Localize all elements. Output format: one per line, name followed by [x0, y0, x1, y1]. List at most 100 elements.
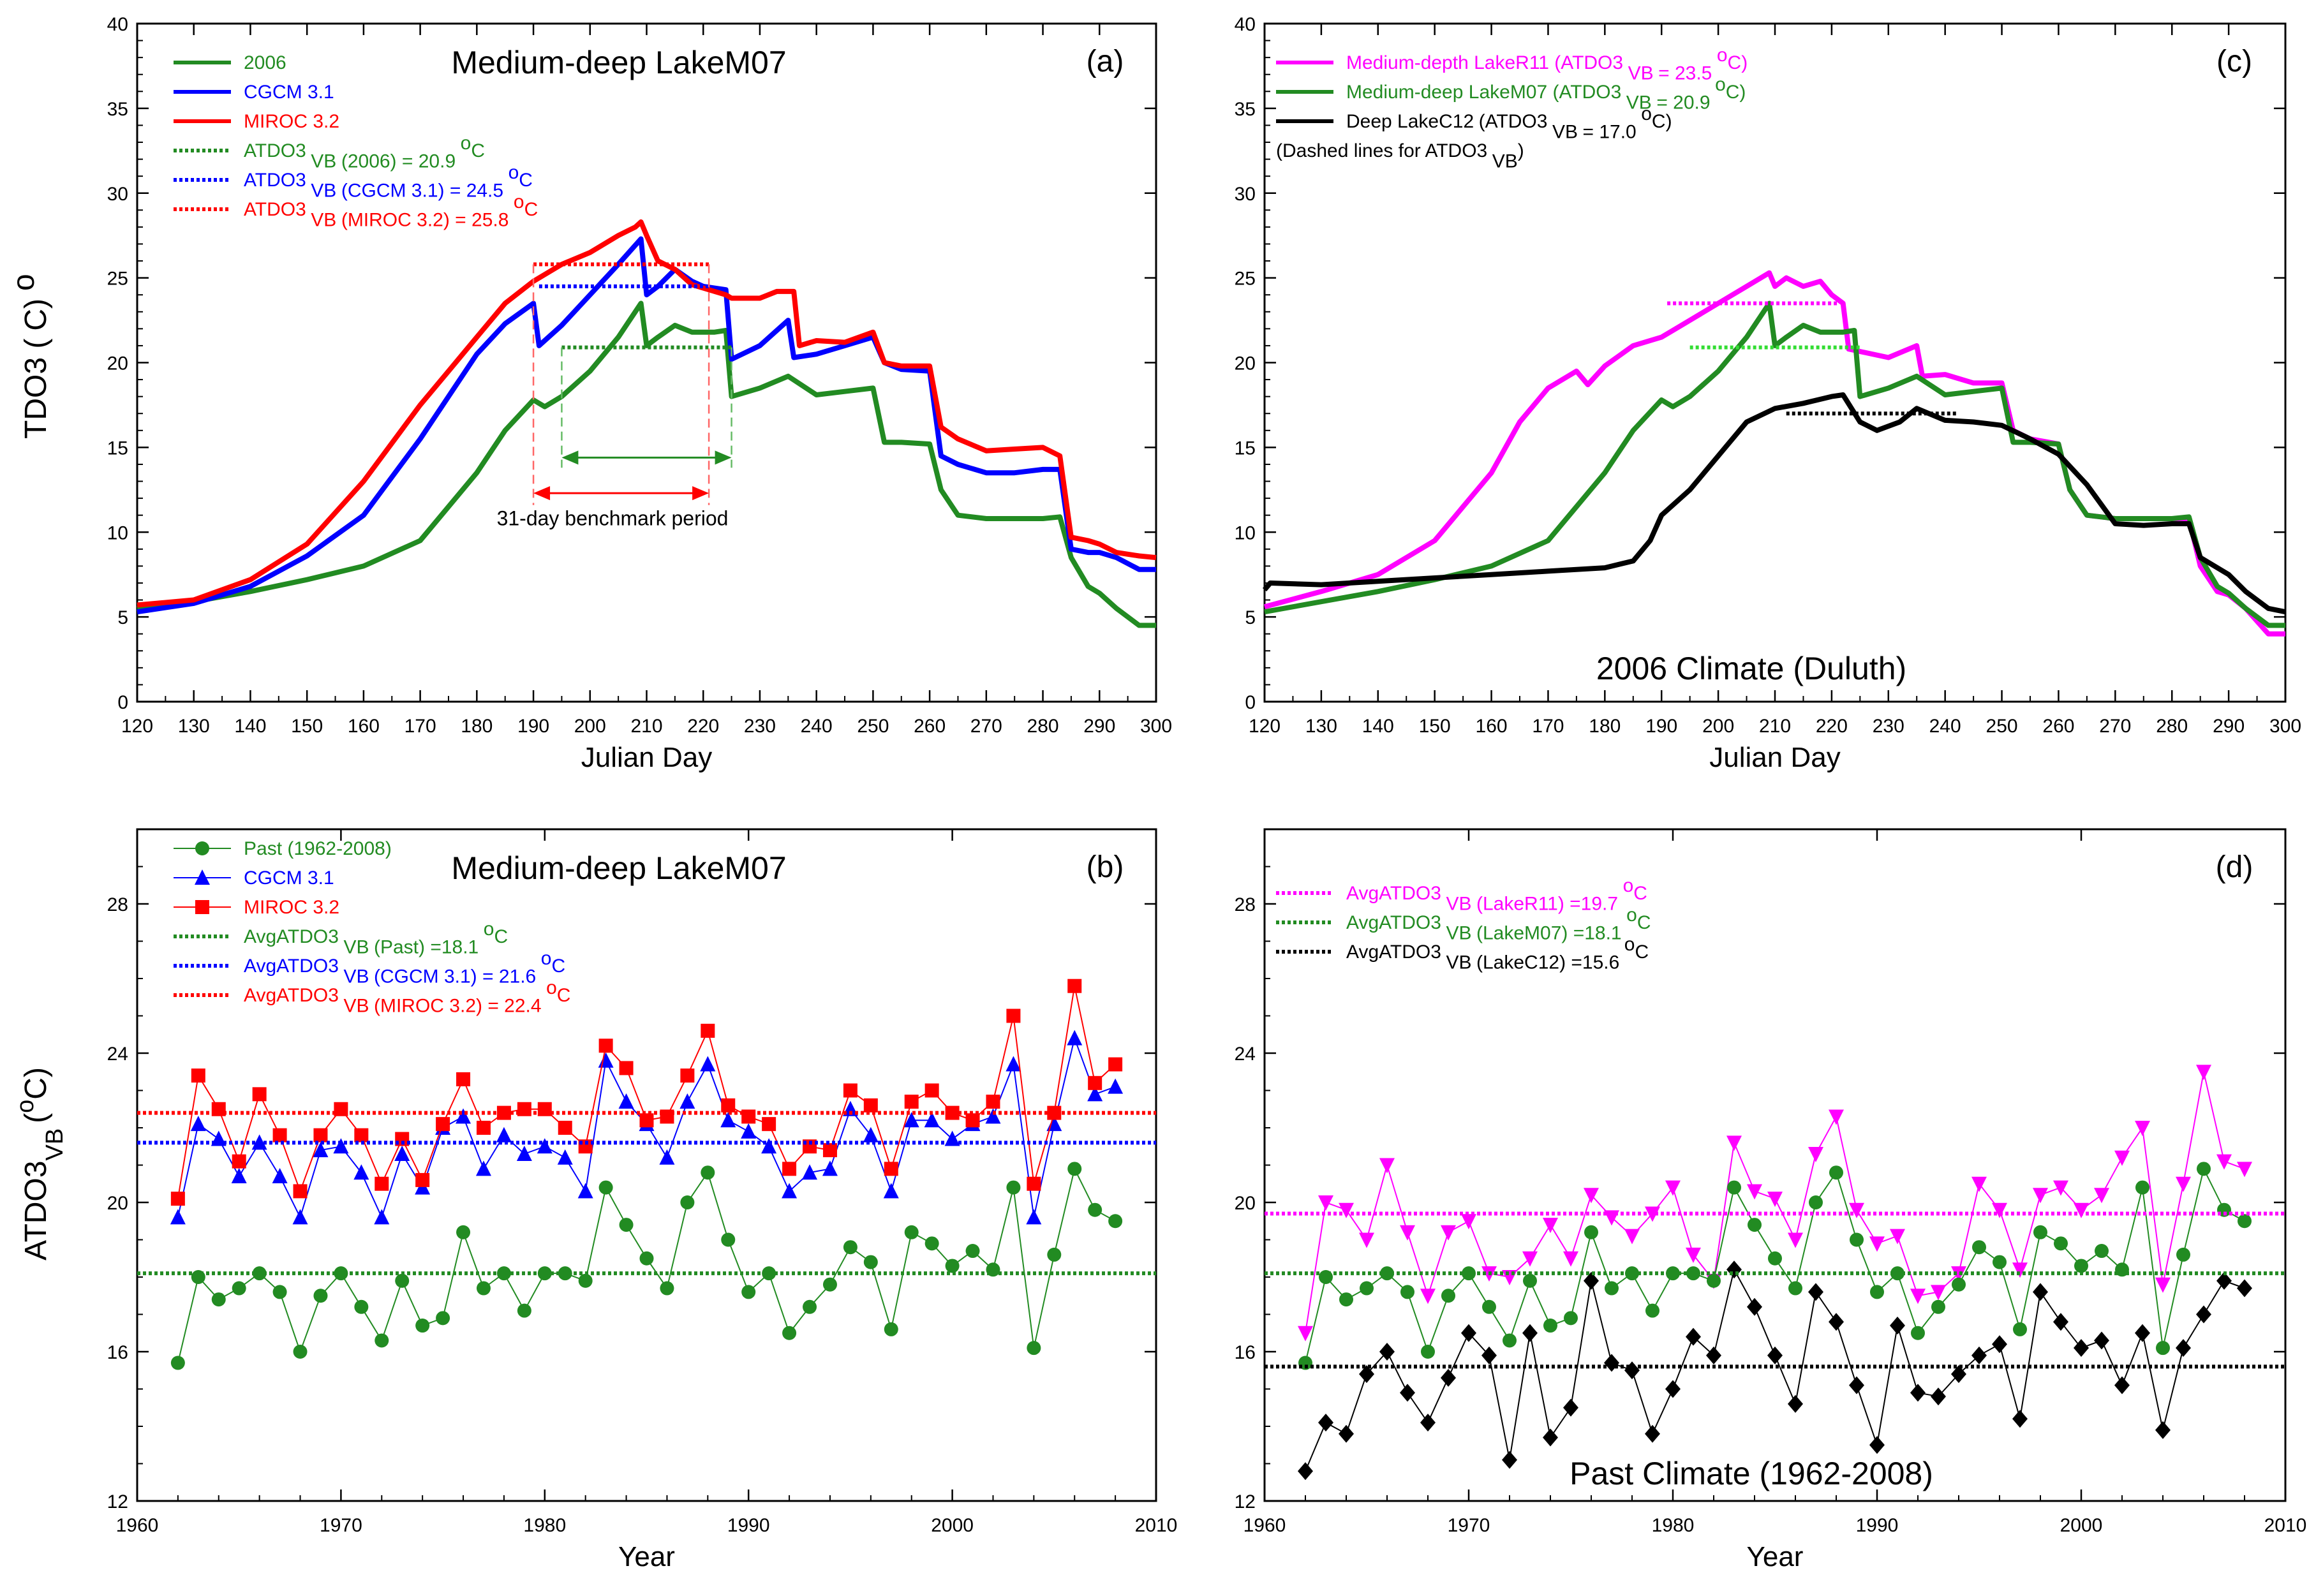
- x-tick-label: 1980: [523, 1515, 566, 1536]
- data-point-b-0: [496, 1266, 511, 1281]
- data-point-d-1: [1911, 1326, 1925, 1340]
- x-tick-label: 240: [1929, 716, 1961, 737]
- data-point-d-1: [1482, 1299, 1496, 1314]
- legend-label-d-main: AvgATDO3: [1346, 883, 1441, 904]
- data-point-b-0: [395, 1273, 410, 1288]
- x-tick-label: 1970: [1448, 1515, 1490, 1536]
- data-point-b-2: [313, 1128, 328, 1142]
- data-point-d-0: [1971, 1176, 1987, 1192]
- legend-label-a: ATDO3 VB (CGCM 3.1) = 24.5oC: [244, 162, 533, 202]
- y-tick-label: 15: [107, 438, 128, 459]
- y-tick-label: 16: [1235, 1342, 1256, 1363]
- x-tick-label: 160: [348, 716, 380, 737]
- data-point-b-1: [985, 1108, 1001, 1124]
- data-point-d-0: [1339, 1202, 1354, 1218]
- data-point-b-2: [191, 1068, 205, 1083]
- y-tick-label: 12: [107, 1491, 128, 1512]
- data-point-d-0: [1420, 1289, 1436, 1304]
- data-point-d-0: [1298, 1326, 1313, 1341]
- data-point-d-2: [2176, 1339, 2191, 1357]
- x-tick-label: 140: [1362, 716, 1394, 737]
- data-point-d-1: [1707, 1273, 1721, 1288]
- data-point-d-1: [1829, 1165, 1843, 1180]
- data-point-b-1: [1087, 1086, 1103, 1102]
- legend-label-b-sup: o: [541, 948, 552, 969]
- data-point-d-0: [1318, 1195, 1333, 1211]
- x-tick-label: 1980: [1652, 1515, 1695, 1536]
- y-tick-label: 16: [107, 1342, 128, 1363]
- legend-label-c-rest: = 17.0: [1582, 122, 1636, 143]
- legend-label-c: Medium-deep LakeM07 (ATDO3 VB = 20.9oC): [1346, 74, 1746, 114]
- data-point-d-2: [1971, 1346, 1987, 1364]
- x-axis-label-b: Year: [618, 1541, 675, 1572]
- x-tick-label: 270: [2099, 716, 2131, 737]
- legend-label-b-sub: VB: [343, 937, 369, 958]
- legend-label-d-unit: C: [1635, 942, 1649, 963]
- chart-title-d: Past Climate (1962-2008): [1570, 1456, 1933, 1491]
- x-tick-label: 260: [914, 716, 946, 737]
- y-tick-label: 25: [107, 269, 128, 290]
- arrowhead-red-left: [533, 486, 551, 501]
- data-point-b-0: [476, 1281, 491, 1296]
- x-axis-label-c: Julian Day: [1709, 742, 1840, 773]
- legend-label-c-sup: o: [1641, 103, 1652, 124]
- data-point-d-0: [2155, 1277, 2171, 1293]
- y-tick-label: 20: [107, 1193, 128, 1214]
- legend-label-a: ATDO3 VB (MIROC 3.2) = 25.8oC: [244, 191, 538, 231]
- x-tick-label: 2010: [2264, 1515, 2307, 1536]
- data-point-b-0: [272, 1285, 287, 1299]
- data-point-d-2: [1461, 1324, 1476, 1342]
- data-point-b-1: [292, 1209, 308, 1225]
- data-point-b-0: [456, 1225, 471, 1239]
- data-point-b-1: [924, 1112, 940, 1128]
- data-point-b-2: [1088, 1075, 1102, 1090]
- series-c-1: [1264, 300, 2285, 628]
- data-point-b-0: [293, 1345, 308, 1359]
- data-point-b-1: [903, 1112, 919, 1128]
- data-point-d-1: [1727, 1180, 1741, 1195]
- x-tick-label: 1990: [727, 1515, 770, 1536]
- x-tick-label: 1970: [320, 1515, 362, 1536]
- data-point-b-0: [904, 1225, 919, 1239]
- x-tick-label: 280: [2156, 716, 2188, 737]
- x-tick-label: 280: [1027, 716, 1059, 737]
- data-point-b-0: [170, 1356, 185, 1370]
- data-point-b-0: [1108, 1214, 1123, 1229]
- x-tick-label: 190: [1645, 716, 1677, 737]
- data-point-b-2: [762, 1117, 776, 1132]
- data-point-b-1: [883, 1183, 899, 1199]
- data-point-d-1: [2135, 1180, 2149, 1195]
- legend-label-a-sub: VB: [311, 210, 336, 231]
- legend-label-a-sub: VB: [311, 181, 336, 202]
- legend-label-c-rest: = 20.9: [1656, 92, 1710, 114]
- x-tick-label: 130: [1305, 716, 1337, 737]
- data-point-d-1: [2033, 1225, 2047, 1239]
- data-point-b-0: [598, 1180, 613, 1195]
- data-point-b-1: [577, 1183, 593, 1199]
- data-point-b-1: [537, 1138, 553, 1154]
- data-point-d-2: [1890, 1317, 1905, 1335]
- data-point-d-2: [1686, 1327, 1701, 1346]
- data-point-d-2: [2135, 1324, 2150, 1342]
- data-point-b-1: [700, 1056, 716, 1072]
- data-point-b-2: [211, 1102, 226, 1116]
- data-point-d-2: [1298, 1462, 1313, 1481]
- data-point-b-2: [904, 1095, 919, 1109]
- legend-label-c-main: Medium-depth LakeR11 (ATDO3: [1346, 52, 1623, 73]
- data-point-d-1: [1605, 1281, 1619, 1296]
- legend-label-d: AvgATDO3 VB (LakeR11) =19.7oC: [1346, 875, 1647, 915]
- x-tick-label: 120: [1249, 716, 1280, 737]
- x-tick-label: 2010: [1135, 1515, 1178, 1536]
- data-point-d-2: [1522, 1324, 1538, 1342]
- data-point-b-0: [822, 1277, 837, 1292]
- x-tick-label: 180: [461, 716, 493, 737]
- data-point-b-1: [761, 1138, 777, 1154]
- legend-label-b: AvgATDO3 VB (MIROC 3.2) = 22.4oC: [244, 977, 570, 1017]
- legend-label-a-unit: C: [524, 199, 538, 220]
- data-point-d-1: [2095, 1244, 2109, 1259]
- data-point-d-1: [2176, 1247, 2190, 1262]
- data-point-b-1: [618, 1093, 634, 1109]
- data-point-b-0: [884, 1322, 898, 1336]
- data-point-d-2: [1563, 1398, 1578, 1417]
